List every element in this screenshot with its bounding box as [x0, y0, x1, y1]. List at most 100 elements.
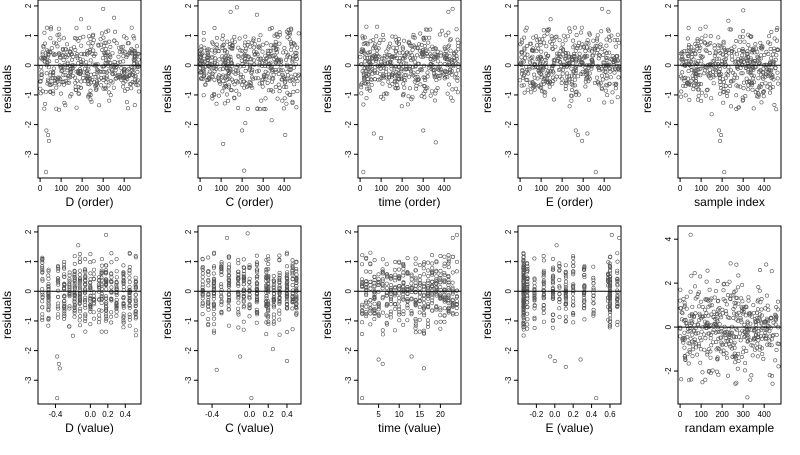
data-point — [85, 71, 90, 76]
data-point — [768, 41, 773, 46]
data-point — [435, 49, 440, 54]
data-point — [87, 92, 92, 97]
data-point — [369, 77, 374, 82]
data-point — [544, 55, 549, 60]
data-point — [86, 25, 91, 30]
data-point — [615, 304, 620, 309]
data-point — [771, 320, 776, 325]
data-point — [734, 93, 739, 98]
data-point — [219, 298, 224, 303]
data-point — [522, 46, 527, 51]
data-point — [88, 88, 93, 93]
data-point — [770, 59, 775, 64]
y-tick-label: -2 — [504, 120, 513, 128]
data-point — [446, 278, 451, 283]
data-point — [749, 314, 754, 319]
data-point — [96, 77, 101, 82]
data-point — [421, 300, 426, 305]
data-point — [436, 65, 441, 70]
data-point — [678, 306, 683, 311]
data-point — [48, 49, 53, 54]
data-point — [422, 43, 427, 48]
data-point — [129, 50, 134, 55]
data-point — [568, 29, 573, 34]
data-point — [271, 303, 276, 308]
data-point — [211, 285, 216, 290]
data-point — [759, 72, 764, 77]
data-point — [686, 329, 691, 334]
data-point — [133, 301, 138, 306]
data-point — [615, 294, 620, 299]
data-point — [364, 309, 369, 314]
data-point — [262, 75, 267, 80]
data-point — [750, 50, 755, 55]
data-point — [740, 71, 745, 76]
data-point — [425, 260, 430, 265]
data-point — [702, 71, 707, 76]
data-point — [135, 69, 140, 74]
outlier-point — [254, 12, 259, 17]
data-point — [200, 266, 205, 271]
data-point — [47, 59, 52, 64]
x-tick-label: 300 — [256, 184, 270, 193]
data-point — [284, 85, 289, 90]
y-tick-label: -3 — [184, 376, 193, 384]
data-point — [757, 61, 762, 66]
data-point — [680, 57, 685, 62]
data-point — [46, 304, 51, 309]
data-point — [422, 84, 427, 89]
data-point — [49, 81, 54, 86]
data-point — [277, 89, 282, 94]
data-point — [722, 281, 727, 286]
data-point — [388, 276, 393, 281]
data-point — [679, 310, 684, 315]
data-point — [550, 286, 555, 291]
data-point — [200, 285, 205, 290]
data-point — [405, 102, 410, 107]
data-point — [604, 58, 609, 63]
data-point — [397, 291, 402, 296]
data-point — [714, 369, 719, 374]
data-point — [772, 36, 777, 41]
data-point — [74, 105, 79, 110]
data-point — [450, 87, 455, 92]
data-point — [695, 291, 700, 296]
data-point — [563, 38, 568, 43]
data-point — [364, 281, 369, 286]
data-point — [730, 354, 735, 359]
data-point — [571, 283, 576, 288]
x-tick-label: -0.4 — [49, 410, 63, 419]
data-point — [442, 261, 447, 266]
data-point — [46, 276, 51, 281]
data-point — [545, 27, 550, 32]
data-point — [446, 265, 451, 270]
data-point — [565, 51, 570, 56]
data-point — [226, 98, 231, 103]
data-point — [87, 34, 92, 39]
data-point — [236, 283, 241, 288]
data-point — [583, 84, 588, 89]
data-point — [410, 95, 415, 100]
data-point — [136, 89, 141, 94]
data-point — [430, 271, 435, 276]
data-point — [380, 257, 385, 262]
data-point — [770, 381, 775, 386]
data-point — [40, 255, 45, 260]
data-point — [281, 106, 286, 111]
data-point — [446, 30, 451, 35]
data-point — [247, 284, 252, 289]
data-point — [130, 68, 135, 73]
data-point — [277, 296, 282, 301]
data-point — [390, 34, 395, 39]
data-point — [417, 317, 422, 322]
data-point — [426, 273, 431, 278]
data-point — [230, 38, 235, 43]
y-axis-label: residuals — [640, 65, 654, 113]
y-tick-label: 0 — [344, 288, 353, 293]
data-point — [72, 275, 77, 280]
data-point — [686, 76, 691, 81]
outlier-point — [703, 377, 708, 382]
y-tick-label: -1 — [24, 91, 33, 99]
data-point — [442, 45, 447, 50]
data-point — [114, 305, 119, 310]
